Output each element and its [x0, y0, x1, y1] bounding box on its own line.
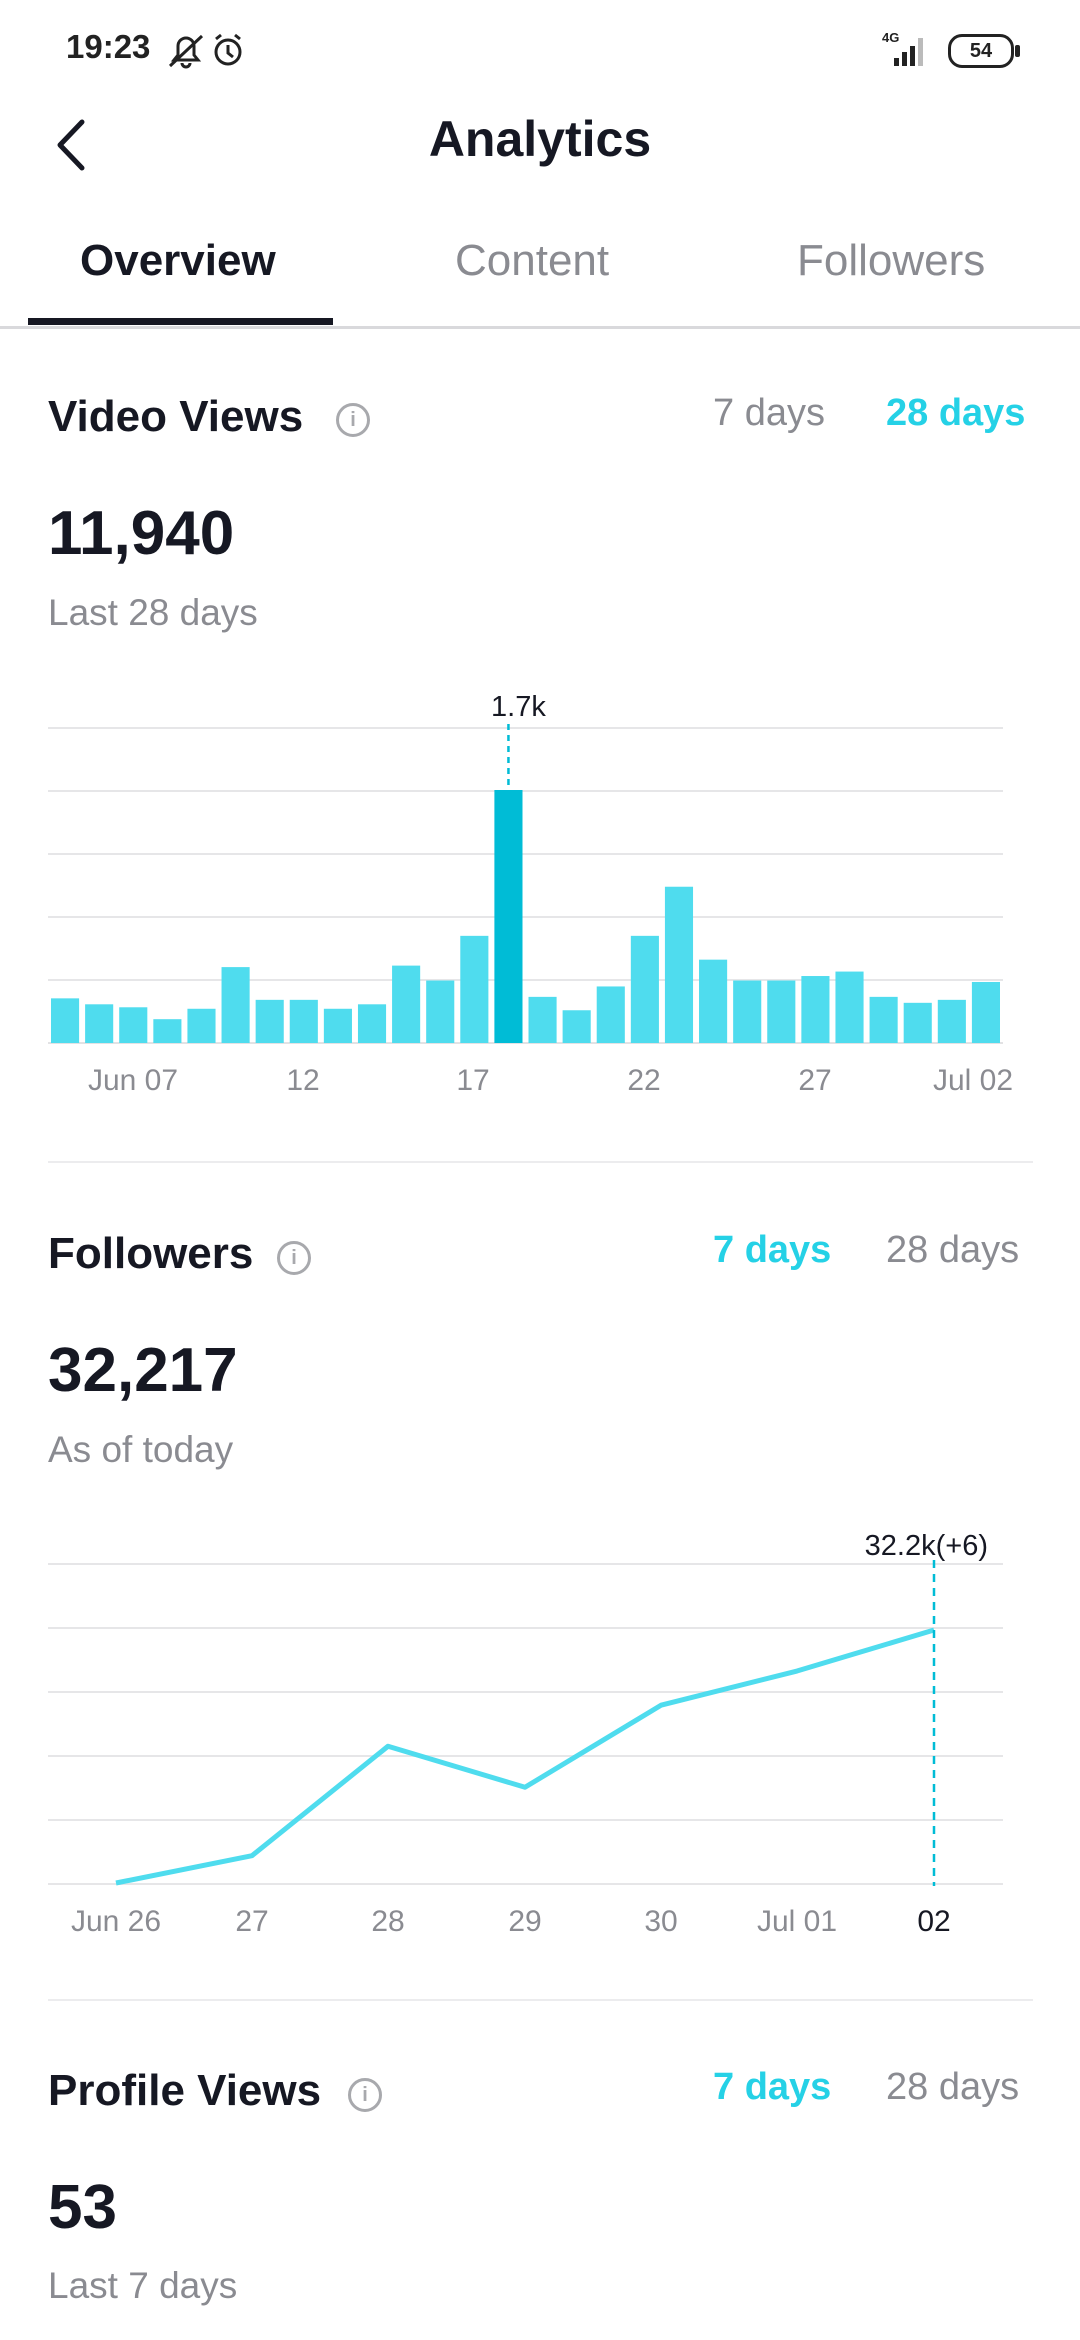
info-icon[interactable]: i	[277, 1241, 311, 1275]
tab-overview[interactable]: Overview	[80, 236, 276, 285]
x-tick-label: 02	[917, 1905, 950, 1938]
video-views-caption: Last 28 days	[48, 592, 258, 633]
bar	[664, 886, 694, 1043]
bar	[357, 1004, 387, 1043]
video-views-range-28-days[interactable]: 28 days	[886, 392, 1026, 434]
info-icon[interactable]: i	[348, 2078, 382, 2112]
bar	[835, 971, 864, 1043]
bar	[971, 981, 1000, 1043]
followers-title: Followers	[48, 1229, 254, 1278]
x-tick-label: Jul 01	[757, 1905, 837, 1938]
bar	[255, 999, 284, 1043]
bar	[801, 976, 830, 1043]
bar	[85, 1004, 114, 1043]
back-button[interactable]	[52, 118, 92, 177]
x-tick-label: 28	[371, 1905, 404, 1938]
x-tick-label: 12	[286, 1064, 319, 1097]
bar	[767, 980, 796, 1043]
profile-views-title: Profile Views	[48, 2066, 322, 2115]
bar	[630, 935, 659, 1043]
bar	[733, 980, 762, 1043]
bar	[494, 790, 523, 1043]
video-views-title: Video Views	[48, 392, 304, 441]
bar	[699, 959, 728, 1043]
alarm-icon	[214, 33, 242, 66]
bar	[937, 999, 966, 1043]
x-tick-label: 27	[798, 1064, 831, 1097]
video-views-chart: 1.7k Jun 07 12 17 22 27 Jul 02	[48, 691, 1013, 1097]
video-views-total: 11,940	[48, 499, 235, 568]
bar	[562, 1010, 591, 1043]
profile-views-caption: Last 7 days	[48, 2265, 238, 2306]
x-tick-label: 27	[235, 1905, 268, 1938]
profile-views-range-7-days[interactable]: 7 days	[713, 2066, 832, 2108]
x-tick-label: Jun 07	[88, 1064, 178, 1097]
x-tick-label: Jun 26	[71, 1905, 161, 1938]
info-icon[interactable]: i	[336, 403, 370, 437]
x-tick-label: Jul 02	[933, 1064, 1013, 1097]
bar	[289, 999, 318, 1043]
bar	[221, 967, 250, 1043]
bar	[392, 965, 421, 1043]
bar	[119, 1007, 148, 1043]
point-value-label: 32.2k(+6)	[865, 1530, 988, 1562]
bar	[596, 986, 625, 1043]
active-tab-indicator	[28, 318, 333, 325]
tab-bar: Overview Content Followers	[0, 230, 1080, 329]
bar	[51, 998, 80, 1043]
bar	[460, 935, 489, 1043]
bar	[869, 996, 898, 1043]
bar	[426, 980, 455, 1043]
x-tick-label: 17	[456, 1064, 489, 1097]
tab-content[interactable]: Content	[455, 236, 610, 285]
profile-views-total: 53	[48, 2173, 117, 2242]
battery-indicator: 54	[948, 34, 1020, 68]
followers-range-7-days[interactable]: 7 days	[713, 1229, 832, 1271]
chevron-left-icon	[57, 119, 85, 171]
signal-icon: 4G	[874, 30, 930, 75]
followers-line	[115, 1627, 935, 1886]
x-tick-label: 29	[508, 1905, 541, 1938]
page-title: Analytics	[428, 111, 652, 167]
followers-range-28-days[interactable]: 28 days	[886, 1229, 1020, 1271]
section-divider	[48, 1999, 1033, 2001]
video-views-range-7-days[interactable]: 7 days	[713, 392, 825, 434]
bar	[528, 996, 557, 1043]
followers-total: 32,217	[48, 1336, 238, 1405]
tab-followers[interactable]: Followers	[797, 236, 986, 285]
bar-value-label: 1.7k	[491, 691, 546, 723]
followers-chart: 32.2k(+6) Jun 26 27 28 29 30 Jul 01 02	[48, 1530, 1003, 1938]
bar	[187, 1008, 216, 1043]
followers-caption: As of today	[48, 1429, 234, 1470]
profile-views-range-28-days[interactable]: 28 days	[886, 2066, 1020, 2108]
x-tick-label: 22	[627, 1064, 660, 1097]
section-divider	[48, 1161, 1033, 1163]
status-time: 19:23	[66, 28, 151, 65]
bar	[903, 1002, 932, 1043]
bar	[153, 1019, 182, 1043]
bar	[323, 1008, 352, 1043]
network-type-label: 4G	[882, 30, 899, 45]
mute-notifications-icon	[166, 30, 246, 77]
x-tick-label: 30	[644, 1905, 677, 1938]
